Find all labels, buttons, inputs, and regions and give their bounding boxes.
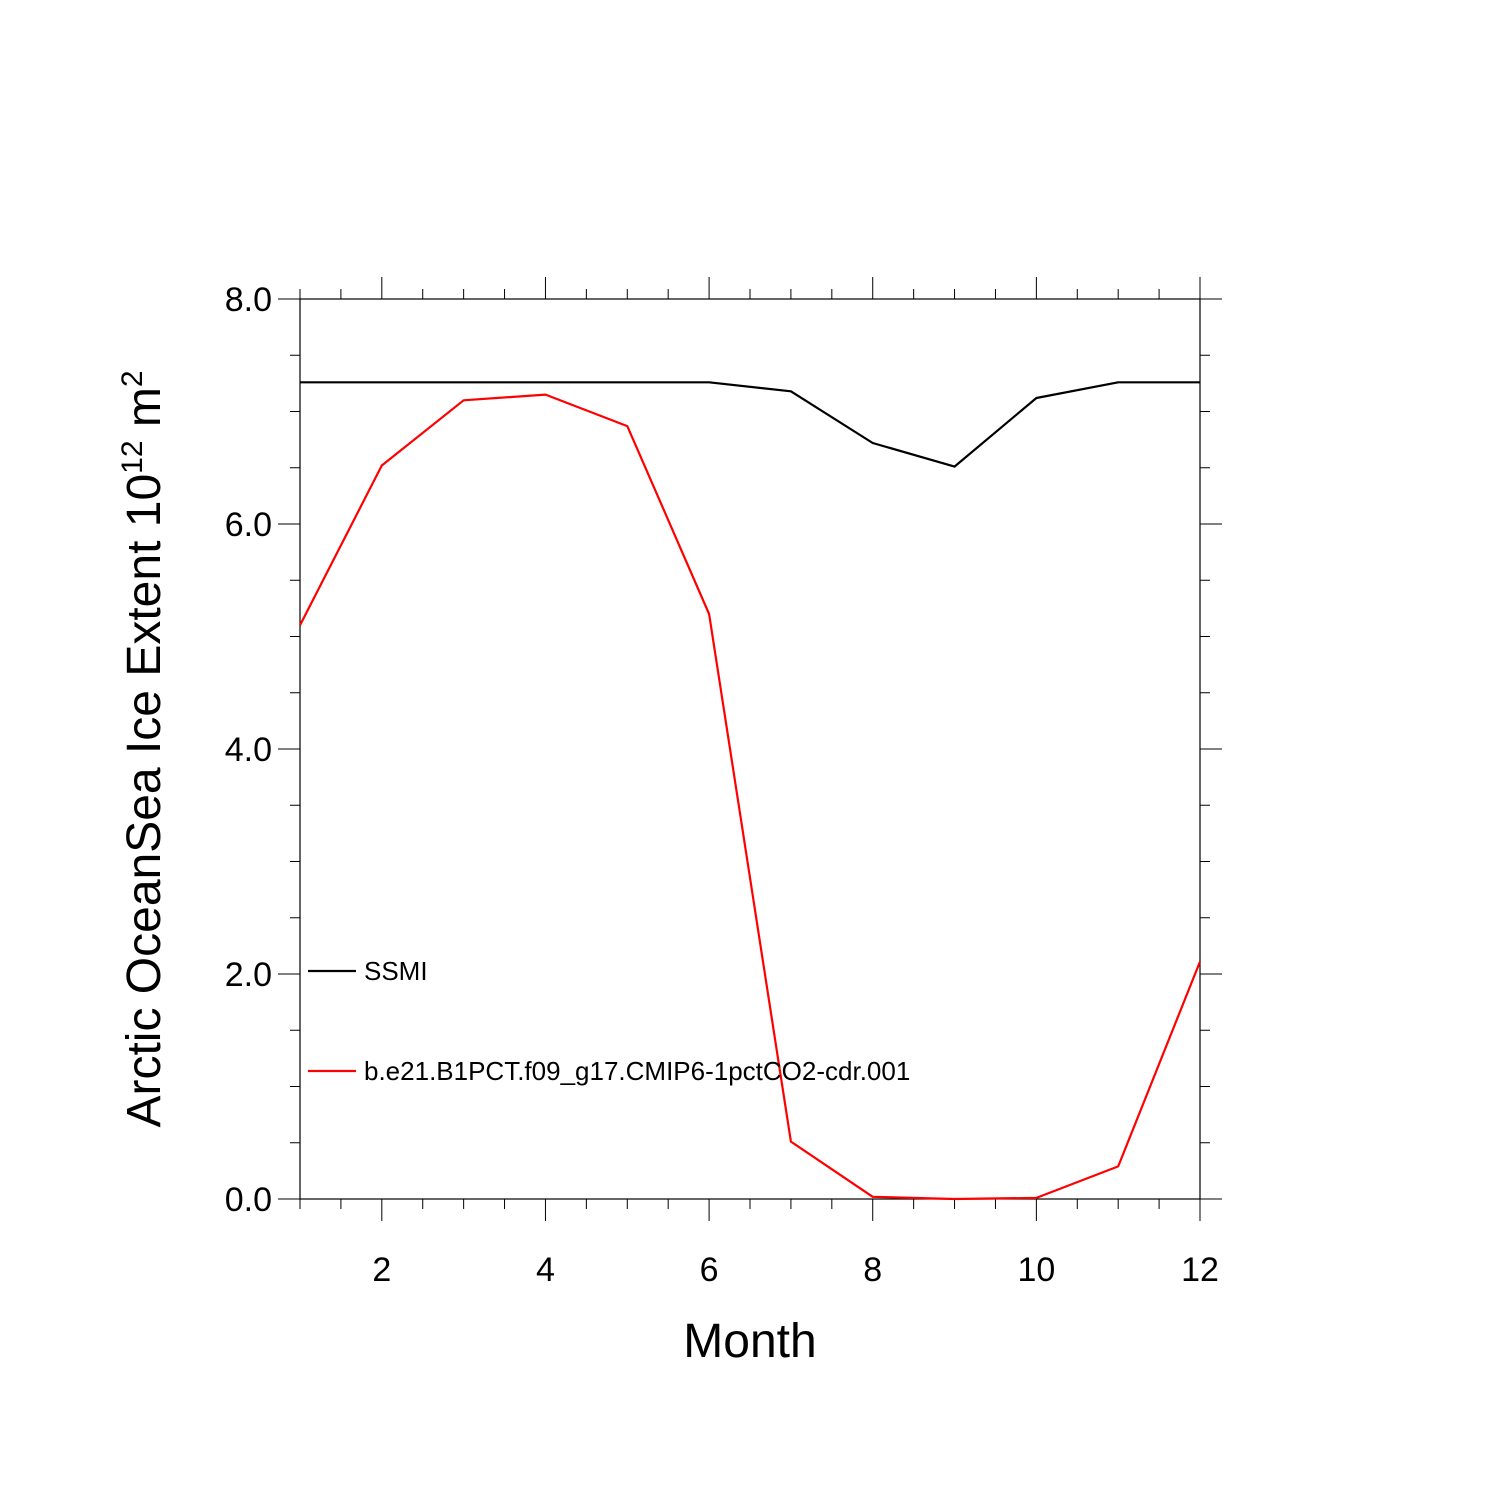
- x-tick-label: 4: [536, 1251, 555, 1289]
- series-line-1: [300, 381, 1200, 468]
- y-tick-label: 4.0: [225, 731, 272, 769]
- series-lines: [299, 381, 1202, 1201]
- series-line-2: [299, 393, 1202, 1201]
- x-tick-label: 12: [1181, 1251, 1219, 1289]
- y-axis-title-main: Arctic OceanSea Ice Extent 10: [118, 474, 171, 1128]
- tick-labels: 2 4 6 8 10 12 0.0 2.0 4.0 6.0 8.0: [225, 281, 1219, 1289]
- y-axis-title-exponent: 12: [116, 440, 149, 473]
- x-tick-label: 2: [372, 1251, 391, 1289]
- x-tick-label: 10: [1017, 1251, 1055, 1289]
- y-axis-title: Arctic OceanSea Ice Extent 1012 m2: [116, 370, 171, 1127]
- legend: SSMI b.e21.B1PCT.f09_g17.CMIP6-1pctCO2-cd…: [308, 956, 910, 1086]
- x-tick-label: 8: [863, 1251, 882, 1289]
- legend-label: b.e21.B1PCT.f09_g17.CMIP6-1pctCO2-cdr.00…: [364, 1056, 910, 1086]
- x-tick-label: 6: [700, 1251, 719, 1289]
- y-tick-label: 0.0: [225, 1181, 272, 1219]
- ticks: [278, 277, 1222, 1221]
- y-tick-label: 8.0: [225, 281, 272, 319]
- y-axis-title-unit: m: [118, 387, 171, 440]
- y-tick-label: 2.0: [225, 956, 272, 994]
- legend-label: SSMI: [364, 956, 428, 986]
- x-axis-title: Month: [683, 1315, 816, 1368]
- y-tick-label: 6.0: [225, 506, 272, 544]
- y-axis-title-unit-exponent: 2: [116, 370, 149, 387]
